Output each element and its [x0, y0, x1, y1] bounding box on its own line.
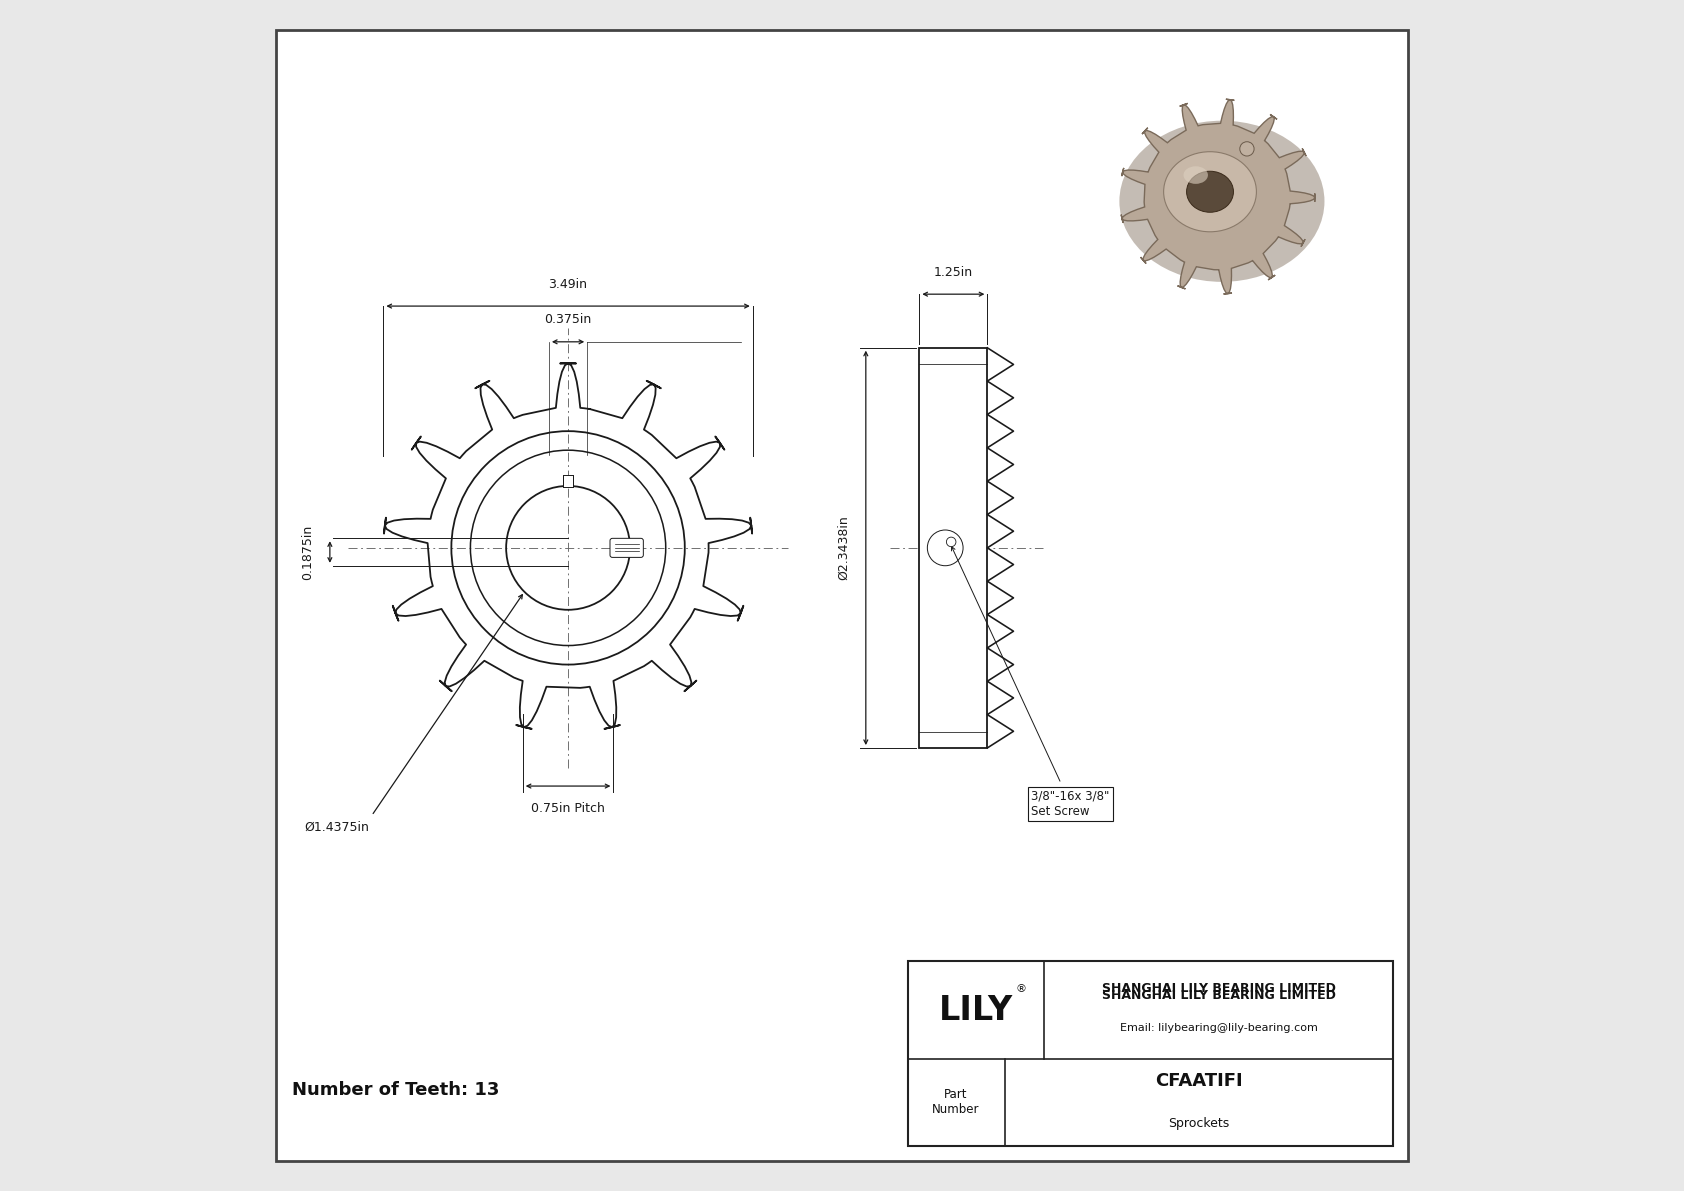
Text: LILY: LILY — [938, 993, 1012, 1027]
Text: Email: lilybearing@lily-bearing.com: Email: lilybearing@lily-bearing.com — [1120, 1023, 1317, 1033]
Text: Number of Teeth: 13: Number of Teeth: 13 — [291, 1080, 498, 1099]
Circle shape — [946, 537, 957, 547]
Ellipse shape — [1120, 120, 1325, 282]
Text: 0.75in Pitch: 0.75in Pitch — [530, 802, 605, 815]
Polygon shape — [1122, 99, 1315, 294]
Bar — [562, 475, 574, 487]
Ellipse shape — [1164, 151, 1256, 232]
Text: Ø1.4375in: Ø1.4375in — [305, 822, 369, 834]
Ellipse shape — [1184, 167, 1207, 183]
Text: SHANGHAI LILY BEARING LIMITED: SHANGHAI LILY BEARING LIMITED — [1101, 989, 1335, 1002]
Bar — [908, 961, 1393, 1146]
Text: Part
Number: Part Number — [933, 1089, 980, 1116]
Text: 3.49in: 3.49in — [549, 278, 588, 291]
FancyBboxPatch shape — [610, 538, 643, 557]
Text: ®: ® — [1015, 984, 1026, 993]
Circle shape — [1239, 142, 1255, 156]
Text: SHANGHAI LILY BEARING LIMITED: SHANGHAI LILY BEARING LIMITED — [1101, 983, 1335, 996]
Bar — [919, 348, 987, 748]
Text: Sprockets: Sprockets — [1169, 1117, 1229, 1130]
Ellipse shape — [1187, 172, 1233, 212]
Text: 0.375in: 0.375in — [544, 313, 591, 326]
Text: Ø2.3438in: Ø2.3438in — [837, 516, 850, 580]
Text: 0.1875in: 0.1875in — [301, 524, 315, 580]
Text: CFAATIFI: CFAATIFI — [1155, 1072, 1243, 1090]
Text: 3/8"-16x 3/8"
Set Screw: 3/8"-16x 3/8" Set Screw — [1031, 790, 1110, 818]
Text: 1.25in: 1.25in — [935, 266, 973, 279]
